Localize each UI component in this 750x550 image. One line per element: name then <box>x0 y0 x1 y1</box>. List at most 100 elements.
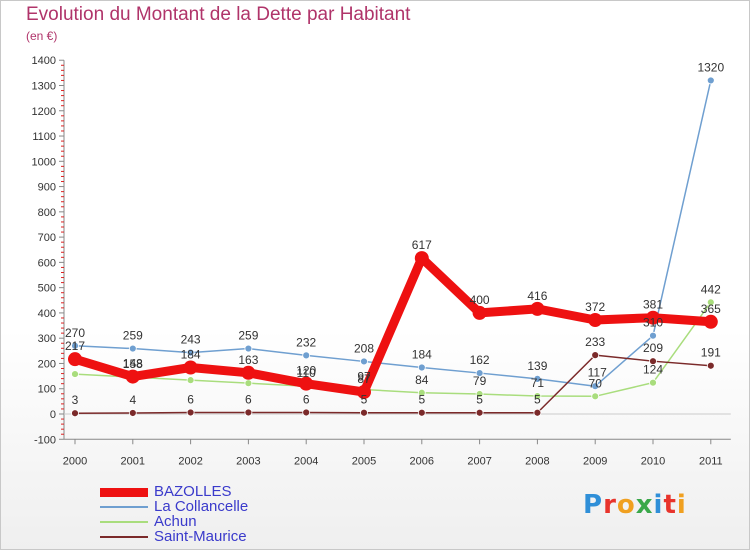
data-point <box>533 392 542 400</box>
data-point <box>649 331 657 340</box>
x-tick-label: 2000 <box>63 455 87 467</box>
data-point <box>299 376 314 391</box>
data-point <box>646 310 660 325</box>
legend: BAZOLLES La Collancelle Achun Saint-Maurice <box>100 484 320 544</box>
data-point <box>530 301 545 316</box>
data-point <box>360 357 368 366</box>
data-label: 184 <box>412 348 432 362</box>
y-tick-label: 100 <box>38 384 56 396</box>
data-point <box>186 376 195 385</box>
data-label: 87 <box>357 372 371 386</box>
data-label: 233 <box>585 335 605 349</box>
data-label: 400 <box>470 293 490 307</box>
data-label: 139 <box>527 359 547 373</box>
data-point <box>244 408 253 417</box>
legend-swatch <box>100 506 148 508</box>
data-point <box>125 369 140 384</box>
data-label: 163 <box>238 353 258 367</box>
y-tick-label: 700 <box>38 232 56 244</box>
data-point <box>414 251 429 266</box>
data-label: 158 <box>123 357 143 371</box>
data-label: 365 <box>701 302 721 316</box>
data-label: 5 <box>418 393 425 407</box>
data-label: 381 <box>643 298 663 312</box>
data-point <box>360 408 368 417</box>
data-point <box>475 369 484 377</box>
data-label: 4 <box>129 393 136 407</box>
data-label: 124 <box>643 363 663 377</box>
legend-label: La Collancelle <box>154 498 249 515</box>
data-point <box>241 365 256 380</box>
y-tick-label: 1200 <box>32 106 56 118</box>
data-point <box>533 408 542 417</box>
data-label: 162 <box>470 353 490 367</box>
data-point <box>703 314 718 329</box>
data-point <box>706 298 715 307</box>
legend-item: La Collancelle <box>100 499 320 514</box>
data-label: 243 <box>181 333 201 347</box>
y-tick-label: 500 <box>38 283 56 295</box>
x-tick-label: 2007 <box>467 455 491 467</box>
data-point <box>472 305 487 320</box>
y-tick-label: -100 <box>34 434 56 446</box>
data-label: 71 <box>531 376 545 390</box>
data-point <box>186 408 195 417</box>
chart-title: Evolution du Montant de la Dette par Hab… <box>26 4 411 25</box>
data-label: 617 <box>412 238 432 252</box>
y-tick-label: 600 <box>38 257 56 269</box>
legend-swatch <box>100 536 148 538</box>
data-label: 191 <box>701 346 721 360</box>
y-tick-label: 400 <box>38 308 56 320</box>
series-line-saint-maurice <box>74 354 712 414</box>
y-tick-label: 900 <box>38 182 56 194</box>
logo-letter: x <box>635 490 654 520</box>
legend-item: Achun <box>100 514 320 529</box>
data-point <box>706 76 715 85</box>
y-tick-label: 1300 <box>32 80 56 92</box>
data-point <box>302 351 311 360</box>
proxiti-logo: Proxiti <box>583 490 687 520</box>
x-tick-label: 2002 <box>178 455 202 467</box>
data-label-extra: 117 <box>588 365 607 379</box>
x-tick-label: 2003 <box>236 455 260 467</box>
x-tick-label: 2010 <box>641 455 665 467</box>
data-point <box>475 390 484 398</box>
data-label: 6 <box>245 392 252 406</box>
data-point <box>183 360 198 375</box>
data-point <box>244 379 253 388</box>
data-label: 70 <box>589 376 603 390</box>
data-label: 208 <box>354 341 374 355</box>
y-tick-label: 1000 <box>32 156 56 168</box>
data-label: 259 <box>123 329 143 343</box>
data-label: 217 <box>65 339 85 353</box>
data-label: 5 <box>361 393 368 407</box>
data-point <box>591 392 600 401</box>
data-label: 5 <box>534 393 541 407</box>
data-label: 416 <box>527 289 547 303</box>
data-point <box>244 344 253 353</box>
data-point <box>591 382 600 391</box>
x-tick-label: 2008 <box>525 455 549 467</box>
data-label: 270 <box>65 326 85 340</box>
data-point <box>706 361 715 370</box>
legend-label: BAZOLLES <box>154 483 232 500</box>
series-line-la-collancelle <box>74 79 712 387</box>
logo-letter: i <box>676 490 687 520</box>
data-point <box>186 348 195 357</box>
data-label: 6 <box>187 392 194 406</box>
data-point <box>591 351 600 360</box>
legend-label: Achun <box>154 513 197 530</box>
data-point <box>417 408 426 417</box>
data-label: 1320 <box>697 60 724 74</box>
data-point <box>588 312 603 327</box>
logo-letter: i <box>653 490 664 520</box>
data-label: 120 <box>296 364 316 378</box>
x-tick-label: 2006 <box>410 455 434 467</box>
data-label: 209 <box>643 341 663 355</box>
logo-letter: o <box>616 490 636 520</box>
data-label: 184 <box>181 348 201 362</box>
data-label: 79 <box>473 374 487 388</box>
data-label: 110 <box>297 366 316 380</box>
